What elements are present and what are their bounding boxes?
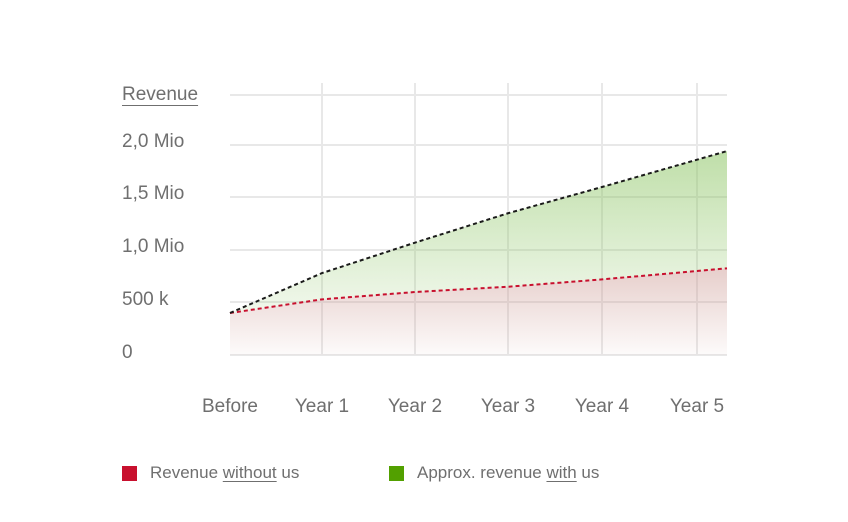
x-tick-label: Year 3 [480,396,536,417]
series-lines [229,150,728,314]
x-tick-label: Year 1 [294,396,350,417]
y-tick-label: 500 k [122,289,169,310]
legend-item-without: Revenue without us [122,463,299,483]
y-tick-label: 1,5 Mio [122,183,185,204]
area-without-us [230,268,727,355]
x-tick-label: Year 5 [669,396,725,417]
legend-swatch-without [122,465,137,481]
legend-swatch-with [389,465,404,481]
x-tick-label: Year 2 [387,396,443,417]
area-with-us [230,151,727,313]
legend-item-with: Approx. revenue with us [389,463,599,483]
y-tick-label: 0 [122,342,133,363]
line-with-us [229,150,728,314]
line-without-us [229,267,728,314]
series-areas [230,151,727,355]
y-tick-label: 2,0 Mio [122,131,185,152]
legend-label-with: Approx. revenue with us [417,463,600,482]
y-tick-label: 1,0 Mio [122,236,185,257]
y-axis-title: Revenue [122,84,199,105]
x-tick-label: Year 4 [574,396,630,417]
x-tick-label: Before [202,396,258,417]
legend-label-without: Revenue without us [150,463,300,482]
